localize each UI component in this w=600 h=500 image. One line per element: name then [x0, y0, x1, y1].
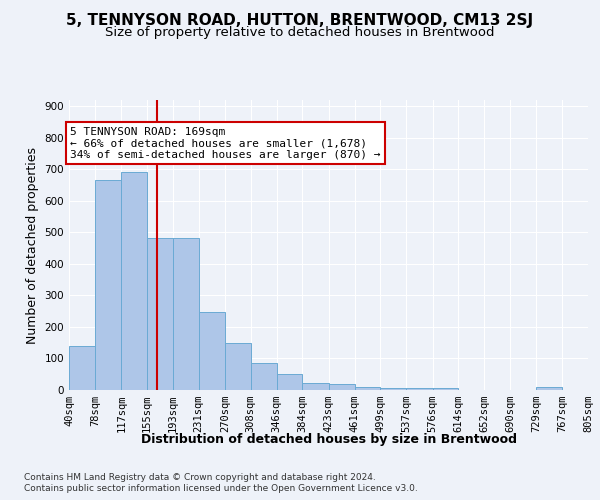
Bar: [173, 238, 199, 390]
Bar: [251, 363, 277, 390]
Bar: [277, 374, 302, 390]
Bar: [329, 384, 355, 390]
Text: Contains public sector information licensed under the Open Government Licence v3: Contains public sector information licen…: [24, 484, 418, 493]
Bar: [95, 180, 121, 390]
Bar: [380, 388, 406, 390]
Bar: [225, 344, 251, 390]
Text: 5 TENNYSON ROAD: 169sqm
← 66% of detached houses are smaller (1,678)
34% of semi: 5 TENNYSON ROAD: 169sqm ← 66% of detache…: [70, 127, 381, 160]
Bar: [406, 388, 433, 390]
Text: Size of property relative to detached houses in Brentwood: Size of property relative to detached ho…: [105, 26, 495, 39]
Bar: [536, 387, 562, 390]
Bar: [69, 346, 95, 390]
Bar: [355, 387, 380, 390]
Bar: [302, 383, 329, 390]
Bar: [147, 238, 173, 390]
Text: Contains HM Land Registry data © Crown copyright and database right 2024.: Contains HM Land Registry data © Crown c…: [24, 472, 376, 482]
Text: 5, TENNYSON ROAD, HUTTON, BRENTWOOD, CM13 2SJ: 5, TENNYSON ROAD, HUTTON, BRENTWOOD, CM1…: [67, 12, 533, 28]
Bar: [433, 388, 458, 390]
Bar: [199, 312, 225, 390]
Text: Distribution of detached houses by size in Brentwood: Distribution of detached houses by size …: [141, 432, 517, 446]
Y-axis label: Number of detached properties: Number of detached properties: [26, 146, 39, 344]
Bar: [121, 172, 147, 390]
